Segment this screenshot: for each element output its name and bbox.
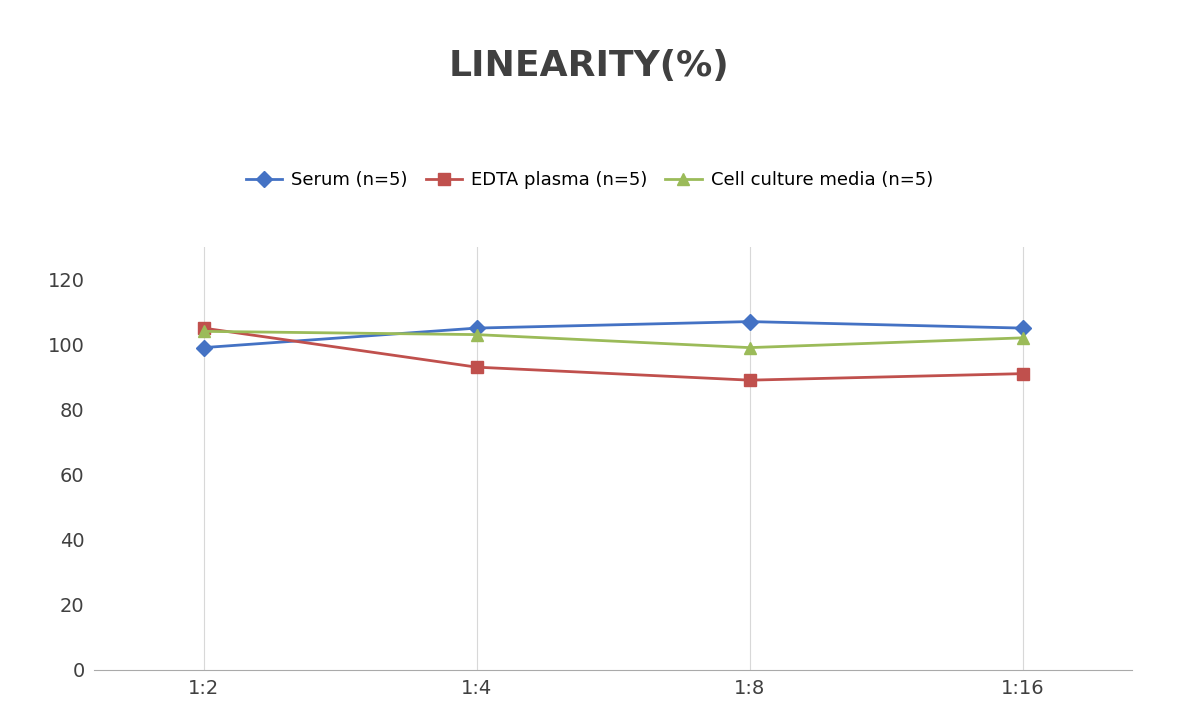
Cell culture media (n=5) — [1015, 333, 1029, 342]
Serum (n=5) — [743, 317, 757, 326]
Text: LINEARITY(%): LINEARITY(%) — [449, 49, 730, 83]
EDTA plasma (n=5) — [1015, 369, 1029, 378]
Line: EDTA plasma (n=5): EDTA plasma (n=5) — [198, 323, 1028, 386]
Line: Serum (n=5): Serum (n=5) — [198, 316, 1028, 353]
Cell culture media (n=5) — [469, 331, 483, 339]
EDTA plasma (n=5) — [743, 376, 757, 384]
Cell culture media (n=5) — [197, 327, 211, 336]
EDTA plasma (n=5) — [197, 324, 211, 332]
Serum (n=5) — [197, 343, 211, 352]
Serum (n=5) — [469, 324, 483, 332]
Legend: Serum (n=5), EDTA plasma (n=5), Cell culture media (n=5): Serum (n=5), EDTA plasma (n=5), Cell cul… — [239, 164, 940, 197]
Serum (n=5) — [1015, 324, 1029, 332]
Cell culture media (n=5) — [743, 343, 757, 352]
Line: Cell culture media (n=5): Cell culture media (n=5) — [198, 326, 1028, 353]
EDTA plasma (n=5) — [469, 363, 483, 372]
